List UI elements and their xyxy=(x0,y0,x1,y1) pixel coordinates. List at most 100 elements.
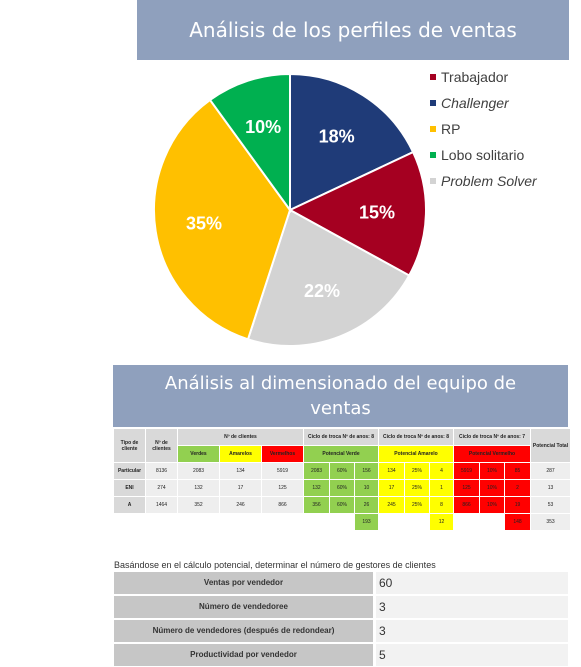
header-amarelos: Amarelos xyxy=(219,445,262,463)
cell: 17 xyxy=(219,479,262,497)
cell: 60% xyxy=(329,479,355,497)
cell: 125 xyxy=(453,479,480,497)
team-sizing-title-line: ventas xyxy=(310,398,371,419)
total-red: 148 xyxy=(504,513,531,531)
productivity-value: 3 xyxy=(376,620,568,642)
header-potencial-verde: Potencial Verde xyxy=(303,445,379,463)
empty-cell xyxy=(113,513,304,531)
table-subheader-row: Verdes Amarelos Vermelhos Potencial Verd… xyxy=(114,445,571,463)
header-nclientes: Nº de clientes xyxy=(177,428,304,446)
team-sizing-title: Análisis al dimensionado del equipo de v… xyxy=(113,365,568,427)
pie-data-label: 35% xyxy=(186,214,222,234)
legend-item-rp: RP xyxy=(430,118,537,144)
cell: 13 xyxy=(530,479,571,497)
pie-legend: Trabajador Challenger RP Lobo solitario … xyxy=(430,66,537,196)
cell: 246 xyxy=(219,496,262,514)
legend-swatch xyxy=(430,74,436,81)
cell: 26 xyxy=(354,496,379,514)
cell: 2 xyxy=(504,479,531,497)
cell: 4 xyxy=(429,462,454,480)
cell: ENI xyxy=(113,479,146,497)
legend-label: Trabajador xyxy=(441,69,509,85)
pie-chart: 18% 15% 22% 35% 10% xyxy=(153,72,427,347)
cell: 10 xyxy=(354,479,379,497)
table-row: A 1464 352 246 866 356 60% 26 245 25% 8 … xyxy=(113,496,571,514)
legend-label: Lobo solitario xyxy=(441,147,525,163)
cell: 356 xyxy=(303,496,330,514)
pie-slice-rp xyxy=(153,98,292,341)
productivity-row: Productividad por vendedor 5 xyxy=(114,644,568,666)
cell: 10% xyxy=(479,496,505,514)
pie-slice-trabajador xyxy=(287,150,427,277)
table-row: Particular 8136 2083 134 5919 2083 60% 1… xyxy=(113,462,571,480)
cell: 8136 xyxy=(145,462,178,480)
productivity-row: Número de vendedores (después de redonde… xyxy=(114,620,568,642)
cell: 5919 xyxy=(453,462,480,480)
empty-cell xyxy=(303,513,355,531)
header-potencial-amarelo: Potencial Amarelo xyxy=(378,445,454,463)
cell: 866 xyxy=(453,496,480,514)
productivity-label: Productividad por vendedor xyxy=(114,644,373,666)
cell: Particular xyxy=(113,462,146,480)
productivity-label: Número de vendedoree xyxy=(114,596,373,618)
total-overall: 353 xyxy=(530,513,571,531)
cell: 274 xyxy=(145,479,178,497)
pie-data-label: 22% xyxy=(304,281,340,301)
cell: 134 xyxy=(378,462,405,480)
table-row: ENI 274 132 17 125 132 60% 10 17 25% 1 1… xyxy=(113,479,571,497)
pie-slice-challenger xyxy=(289,72,415,212)
header-ciclo-verde: Ciclo de troca Nº de anos: 8 xyxy=(303,428,379,446)
cell: 1 xyxy=(429,479,454,497)
header-vermelhos: Vermelhos xyxy=(261,445,304,463)
productivity-value: 5 xyxy=(376,644,568,666)
legend-item-trabajador: Trabajador xyxy=(430,66,537,92)
header-potencial-vermelho: Potencial Vermelho xyxy=(453,445,531,463)
pie-data-label: 18% xyxy=(319,127,355,147)
cell: 352 xyxy=(177,496,220,514)
cell: 10% xyxy=(479,479,505,497)
cell: 8 xyxy=(429,496,454,514)
legend-swatch xyxy=(430,178,436,185)
cell: 132 xyxy=(177,479,220,497)
empty-cell xyxy=(453,513,505,531)
header-tipo: Tipo de cliente xyxy=(113,428,146,463)
table-header-row: Tipo de cliente Nº de clientes Nº de cli… xyxy=(113,428,571,463)
legend-item-challenger: Challenger xyxy=(430,92,537,118)
cell: 60% xyxy=(329,462,355,480)
header-ciclo-amarelo: Ciclo de troca Nº de anos: 8 xyxy=(378,428,454,446)
team-sizing-title-line: Análisis al dimensionado del equipo de xyxy=(164,373,517,394)
cell: 134 xyxy=(219,462,262,480)
header-verdes: Verdes xyxy=(177,445,220,463)
cell: 53 xyxy=(530,496,571,514)
pie-chart-title: Análisis de los perfiles de ventas xyxy=(137,0,569,60)
cell: 2083 xyxy=(303,462,330,480)
legend-item-problem-solver: Problem Solver xyxy=(430,170,537,196)
pie-data-label: 10% xyxy=(245,117,281,137)
cell: 19 xyxy=(504,496,531,514)
legend-swatch xyxy=(430,126,436,133)
productivity-value: 3 xyxy=(376,596,568,618)
cell: 85 xyxy=(504,462,531,480)
header-ciclo-vermelho: Ciclo de troca Nº de anos: 7 xyxy=(453,428,531,446)
sizing-table: Tipo de cliente Nº de clientes Nº de cli… xyxy=(113,428,571,531)
cell: 60% xyxy=(329,496,355,514)
cell: 25% xyxy=(404,496,430,514)
productivity-value: 60 xyxy=(376,572,568,594)
productivity-row: Número de vendedoree 3 xyxy=(114,596,568,618)
pie-slice-problem-solver xyxy=(246,208,411,347)
empty-cell xyxy=(378,513,430,531)
legend-item-lobo-solitario: Lobo solitario xyxy=(430,144,537,170)
cell: 25% xyxy=(404,479,430,497)
cell: 132 xyxy=(303,479,330,497)
cell: 17 xyxy=(378,479,405,497)
legend-label: Challenger xyxy=(441,95,509,111)
cell: 2083 xyxy=(177,462,220,480)
cell: 5919 xyxy=(261,462,304,480)
header-total: Potencial Total xyxy=(530,428,571,463)
cell: 125 xyxy=(261,479,304,497)
legend-swatch xyxy=(430,152,436,159)
pie-slice-lobo-solitario xyxy=(208,72,291,214)
productivity-label: Número de vendedores (después de redonde… xyxy=(114,620,373,642)
total-yellow: 12 xyxy=(429,513,454,531)
header-num: Nº de clientes xyxy=(145,428,178,463)
